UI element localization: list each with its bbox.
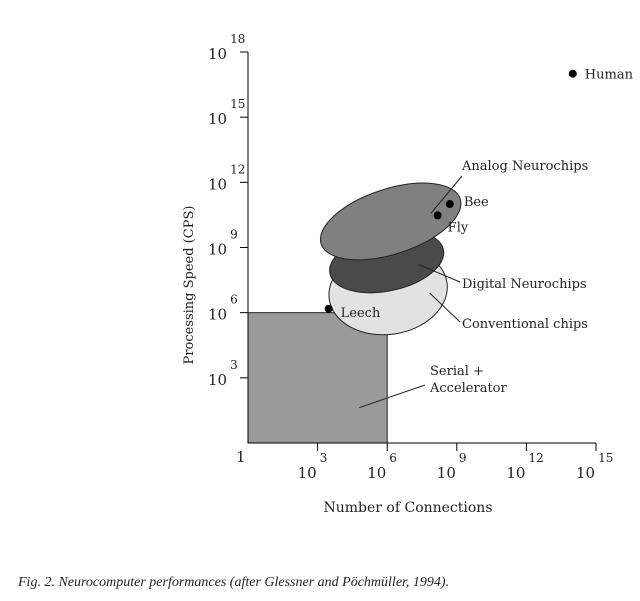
point-label-fly: Fly	[448, 220, 469, 235]
x-tick-label: 109	[437, 451, 467, 482]
y-axis-label: Processing Speed (CPS)	[182, 206, 197, 365]
point-label-human: Human	[585, 68, 634, 83]
annotations-layer: Analog Neurochips Digital Neurochips Conve…	[359, 159, 588, 409]
point-label-leech: Leech	[341, 306, 381, 321]
region-label-digital-neurochips: Digital Neurochips	[462, 277, 587, 292]
regions-layer	[247, 182, 462, 444]
x-tick-label: 1015	[576, 451, 613, 482]
y-tick-label: 106	[208, 293, 238, 324]
leader-line-analog-neurochips	[430, 175, 463, 214]
region-label-conventional-chips: Conventional chips	[462, 317, 588, 332]
point-bee	[445, 200, 454, 209]
x-tick-label: 103	[298, 451, 328, 482]
region-serial-accelerator	[247, 312, 388, 444]
region-analog-neurochips	[319, 182, 462, 261]
point-human	[568, 69, 577, 78]
leader-line-conventional-chips	[429, 292, 461, 323]
y-tick-label: 1015	[208, 97, 245, 128]
region-label-serial-accelerator: Serial + Accelerator	[429, 364, 508, 396]
leader-line-serial-accelerator	[359, 384, 426, 409]
points-layer: Human Bee Fly Leech	[324, 68, 634, 321]
x-axis-label: Number of Connections	[323, 500, 492, 516]
figure-caption: Fig. 2. Neurocomputer performances (afte…	[18, 575, 450, 590]
point-fly	[433, 211, 442, 220]
y-tick-label: 1012	[208, 162, 245, 193]
y-tick-label: 109	[208, 228, 238, 259]
region-label-analog-neurochips: Analog Neurochips	[461, 159, 588, 174]
y-tick-label: 103	[208, 358, 238, 389]
y-tick-label: 1018	[208, 32, 245, 63]
x-tick-label: 1012	[506, 451, 543, 482]
x-tick-label: 106	[367, 451, 397, 482]
leader-line-digital-neurochips	[418, 264, 461, 283]
point-label-bee: Bee	[464, 195, 489, 210]
point-leech	[324, 304, 333, 313]
x-tick-label: 1	[236, 448, 246, 466]
